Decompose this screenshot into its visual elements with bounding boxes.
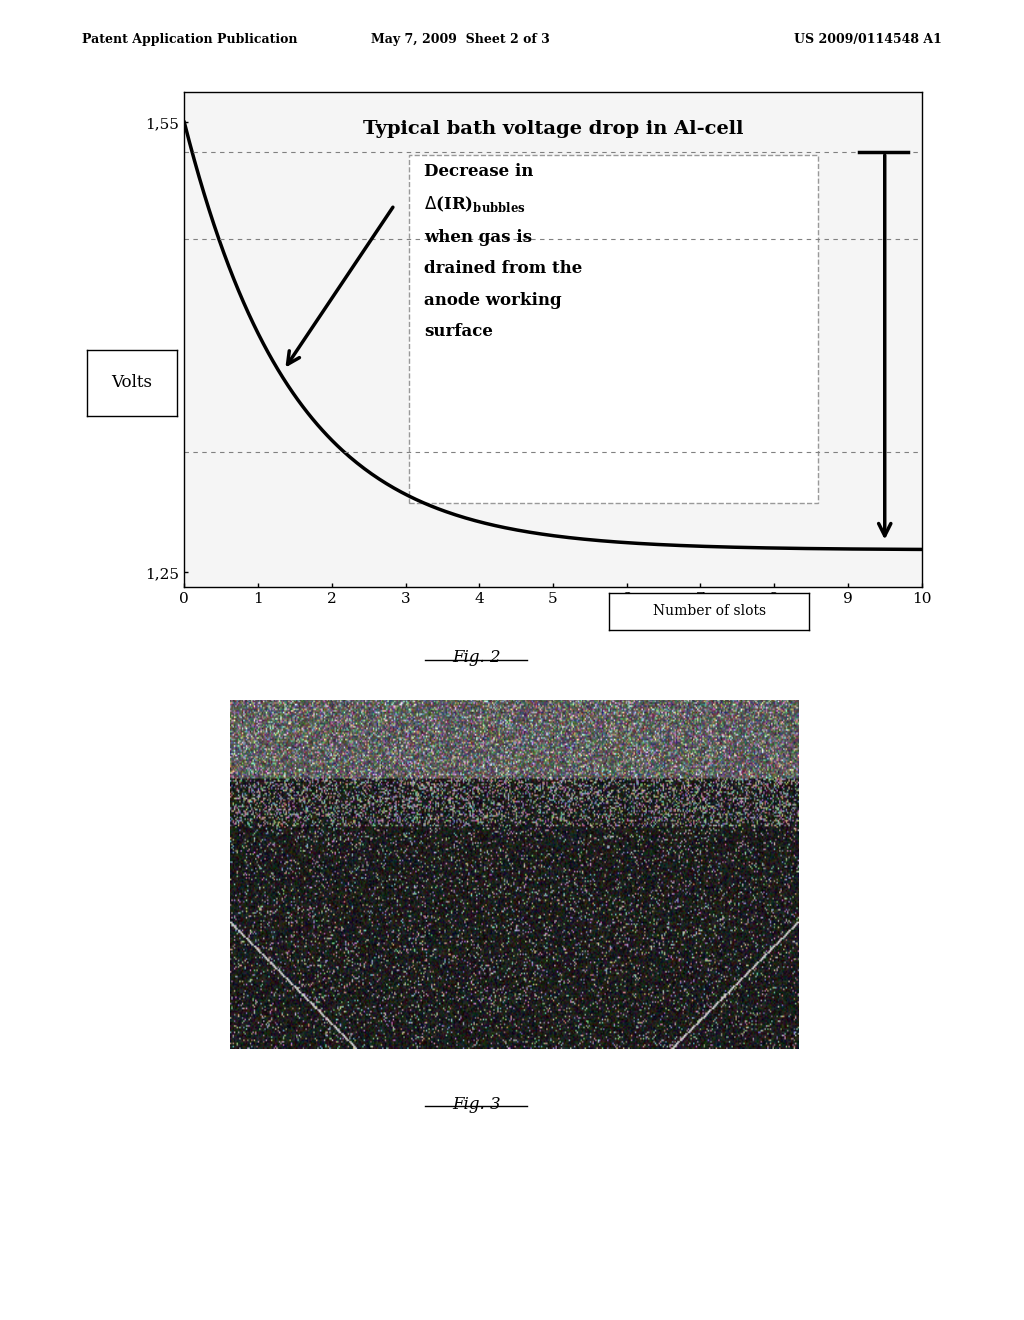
Text: $\Delta$(IR)$_{\mathregular{bubbles}}$: $\Delta$(IR)$_{\mathregular{bubbles}}$: [424, 194, 525, 214]
Text: anode working: anode working: [424, 292, 561, 309]
Text: Decrease in: Decrease in: [424, 162, 534, 180]
Text: when gas is: when gas is: [424, 228, 531, 246]
Text: May 7, 2009  Sheet 2 of 3: May 7, 2009 Sheet 2 of 3: [372, 33, 550, 46]
Text: US 2009/0114548 A1: US 2009/0114548 A1: [795, 33, 942, 46]
Text: Fig. 3: Fig. 3: [452, 1096, 501, 1113]
Text: Patent Application Publication: Patent Application Publication: [82, 33, 297, 46]
Text: Volts: Volts: [112, 375, 153, 391]
Text: surface: surface: [424, 323, 493, 341]
Text: drained from the: drained from the: [424, 260, 583, 277]
Text: Typical bath voltage drop in Al-cell: Typical bath voltage drop in Al-cell: [362, 120, 743, 137]
Text: Fig. 2: Fig. 2: [452, 649, 501, 667]
FancyBboxPatch shape: [410, 156, 818, 503]
Text: Number of slots: Number of slots: [652, 605, 766, 618]
